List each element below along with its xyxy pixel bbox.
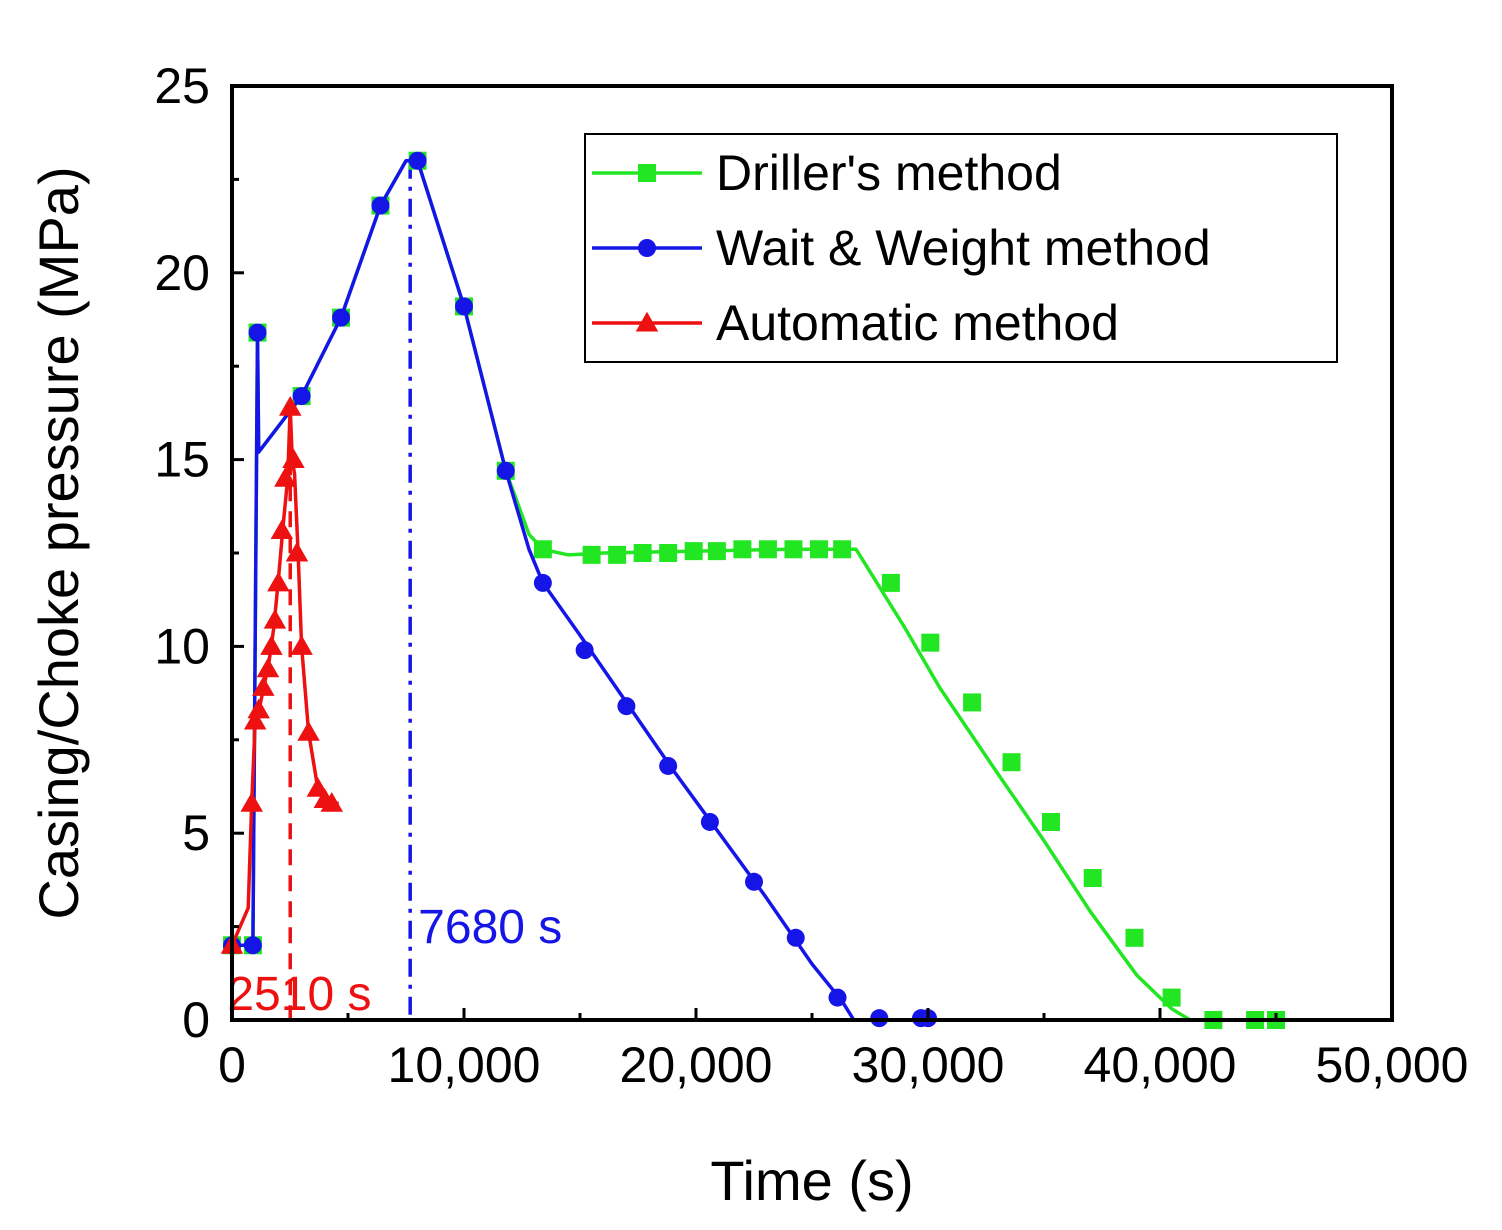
x-tick-label-4: 40,000: [1084, 1037, 1237, 1093]
data-point-0-15: [707, 542, 726, 561]
axes-layer: 0 10,000 20,000 30,000 40,000 50,000 0 5 10 15 20 2…: [154, 58, 1468, 1093]
data-point-0-27: [1125, 928, 1144, 947]
legend-label-2: Automatic method: [716, 295, 1119, 351]
data-point-0-11: [608, 545, 627, 564]
legend-label-1: Wait & Weight method: [716, 220, 1211, 276]
data-point-0-14: [684, 542, 703, 561]
series-1: [223, 151, 937, 1028]
x-tick-label-2: 20,000: [620, 1037, 773, 1093]
data-point-0-24: [1002, 753, 1021, 772]
data-point-1-10: [575, 641, 594, 660]
data-point-2-15: [297, 721, 320, 741]
x-tick-label-5: 50,000: [1316, 1037, 1469, 1093]
y-tick-label-3: 15: [154, 432, 210, 488]
data-point-2-12: [282, 448, 305, 469]
data-point-1-8: [496, 461, 515, 480]
legend-marker-2: [635, 311, 659, 332]
data-point-1-4: [332, 308, 351, 327]
x-tick-label-3: 30,000: [852, 1037, 1005, 1093]
data-point-2-3: [247, 698, 270, 719]
data-point-2-1: [240, 792, 263, 812]
y-tick-label-2: 10: [154, 618, 210, 674]
data-point-2-9: [270, 519, 294, 540]
x-tick-label-0: 0: [218, 1037, 246, 1093]
data-point-0-9: [533, 540, 552, 559]
data-point-1-6: [408, 151, 427, 170]
data-point-2-13: [285, 541, 309, 562]
data-point-2-8: [267, 571, 290, 592]
data-point-1-7: [455, 297, 473, 316]
data-point-2-18: [320, 792, 344, 812]
data-point-1-16: [828, 988, 847, 1007]
data-point-1-15: [786, 928, 805, 947]
data-point-2-6: [260, 635, 283, 655]
data-point-1-5: [371, 196, 390, 215]
series-line-1: [232, 158, 928, 1022]
data-point-1-14: [745, 872, 763, 891]
annotation-label-1: 7680 s: [418, 901, 562, 954]
data-point-0-20: [833, 540, 852, 559]
data-point-0-12: [633, 544, 652, 562]
data-point-0-23: [963, 693, 982, 712]
data-point-2-2: [243, 709, 267, 730]
data-point-0-22: [921, 633, 940, 652]
data-point-0-18: [784, 540, 803, 559]
y-tick-label-5: 25: [154, 58, 210, 114]
legend-label-0: Driller's method: [716, 145, 1062, 201]
data-point-0-13: [659, 544, 678, 562]
annotation-label-0: 2510 s: [227, 968, 371, 1021]
data-point-2-7: [263, 608, 287, 629]
y-tick-label-1: 5: [182, 805, 210, 861]
data-point-2-14: [290, 635, 313, 655]
y-tick-label-0: 0: [182, 992, 210, 1048]
data-point-0-10: [582, 545, 601, 564]
legend-marker-1: [638, 239, 656, 257]
legend-marker-0: [638, 164, 656, 182]
data-point-2-4: [252, 676, 275, 696]
y-tick-label-4: 20: [154, 245, 210, 301]
series-layer: [220, 151, 1285, 1029]
data-point-2-5: [256, 657, 280, 678]
data-point-1-13: [700, 812, 719, 831]
legend: Driller's method Wait & Weight method Auto…: [584, 133, 1338, 363]
data-point-0-21: [881, 573, 900, 592]
annotation-layer: 2510 s 7680 s: [227, 160, 562, 1021]
data-point-0-28: [1162, 988, 1181, 1007]
data-point-0-16: [733, 540, 752, 559]
data-point-1-2: [248, 323, 267, 342]
x-axis-title: Time (s): [710, 1149, 913, 1212]
legend-box: [584, 133, 1338, 363]
data-point-1-3: [292, 387, 311, 406]
data-point-0-25: [1041, 812, 1060, 831]
data-point-0-19: [809, 540, 828, 559]
data-point-1-11: [617, 697, 636, 716]
series-line-2: [230, 405, 339, 946]
data-point-0-17: [758, 540, 777, 559]
data-point-0-26: [1083, 869, 1102, 888]
data-point-2-11: [278, 396, 302, 416]
data-point-1-12: [659, 756, 678, 775]
series-2: [220, 396, 344, 954]
data-point-1-9: [533, 573, 552, 592]
data-point-1-1: [243, 936, 262, 955]
data-point-2-10: [274, 467, 297, 487]
x-tick-label-1: 10,000: [388, 1037, 541, 1093]
y-axis-title: Casing/Choke pressure (MPa): [27, 166, 90, 919]
